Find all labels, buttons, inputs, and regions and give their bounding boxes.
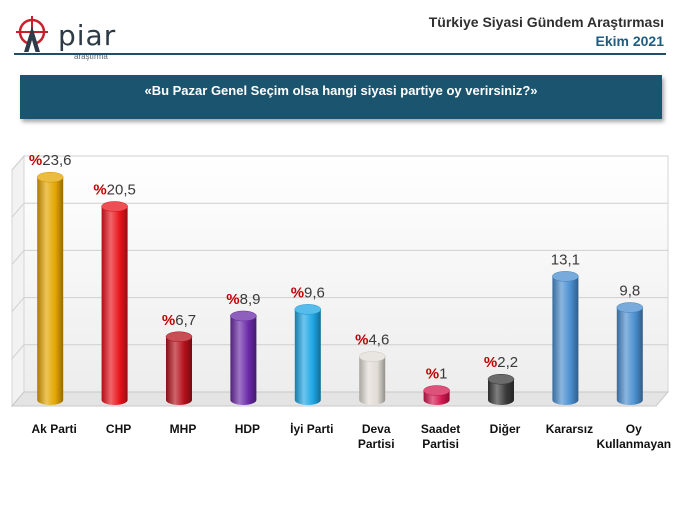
bar-body	[37, 177, 64, 405]
category-label: CHP	[106, 422, 131, 436]
value-number: 13,1	[551, 251, 580, 268]
percent-sign: %	[426, 366, 439, 383]
bar-top	[165, 331, 193, 343]
category-label-line: Kararsız	[546, 422, 593, 436]
value-label: 9,8	[619, 282, 640, 299]
bar-top	[616, 302, 644, 313]
report-date: Ekim 2021	[595, 33, 665, 49]
percent-sign: %	[484, 354, 497, 371]
bar-top	[358, 351, 386, 362]
question-banner: «Bu Pazar Genel Seçim olsa hangi siyasi …	[20, 75, 662, 119]
bar-6	[358, 351, 386, 405]
category-label-line: Deva	[362, 422, 391, 436]
category-label: Ak Parti	[32, 422, 77, 436]
value-label: %20,5	[93, 181, 136, 198]
gridline	[11, 344, 668, 360]
bar-body	[101, 206, 128, 405]
value-number: 9,8	[619, 282, 640, 299]
bar-3	[165, 331, 193, 405]
percent-sign: %	[93, 181, 106, 198]
category-label: Kararsız	[546, 422, 593, 436]
category-label-line: HDP	[235, 422, 260, 436]
logo-text: piar	[58, 19, 117, 52]
bar-top	[36, 171, 64, 183]
bar-body	[616, 307, 643, 405]
bar-9	[552, 271, 579, 405]
value-number: 9,6	[304, 284, 325, 301]
category-label: Saadet Partisi	[421, 422, 460, 451]
gridline	[11, 249, 668, 265]
category-label-line: Oy	[626, 422, 642, 436]
category-label: HDP	[235, 422, 260, 436]
value-number: 4,6	[368, 332, 389, 349]
value-label: 13,1	[551, 251, 580, 268]
bar-top	[230, 310, 257, 322]
category-label-line: Saadet	[421, 422, 460, 436]
category-label-line: CHP	[106, 422, 131, 436]
percent-sign: %	[226, 291, 239, 308]
bar-top	[552, 271, 579, 282]
report-title: Türkiye Siyasi Gündem Araştırması	[428, 14, 664, 30]
chart-side-wall	[11, 154, 25, 408]
bar-7	[423, 385, 450, 405]
category-label-line: Partisi	[422, 437, 459, 451]
value-label: %9,6	[291, 284, 325, 301]
bar-body	[230, 315, 257, 405]
category-label-line: Ak Parti	[32, 422, 77, 436]
category-label-line: Kullanmayan	[596, 437, 671, 451]
bar-5	[294, 304, 322, 405]
logo-subtext: araştırma	[74, 52, 108, 61]
category-label: Deva Partisi	[358, 422, 395, 451]
percent-sign: %	[29, 152, 42, 169]
category-label: Oy Kullanmayan	[596, 422, 671, 451]
value-number: 23,6	[42, 152, 71, 169]
value-label: %2,2	[484, 354, 518, 371]
category-label: Diğer	[490, 422, 521, 436]
bar-body	[359, 356, 386, 405]
header-divider	[14, 53, 666, 55]
value-number: 6,7	[175, 312, 196, 329]
value-number: 1	[439, 366, 447, 383]
bar-top	[487, 373, 515, 385]
gridline	[11, 202, 668, 218]
bar-top	[423, 385, 450, 396]
bar-body	[294, 309, 321, 405]
chart-title: «Bu Pazar Genel Seçim olsa hangi siyasi …	[144, 83, 538, 98]
percent-sign: %	[291, 284, 304, 301]
value-label: %4,6	[355, 332, 389, 349]
bar-4	[230, 310, 257, 405]
bar-1	[36, 171, 64, 405]
gridline	[11, 155, 668, 171]
value-number: 8,9	[240, 291, 261, 308]
category-label-line: İyi Parti	[290, 421, 333, 436]
category-label-line: Diğer	[490, 422, 521, 436]
value-label: %23,6	[29, 152, 72, 169]
bar-top	[101, 201, 128, 212]
gridline	[11, 297, 668, 312]
category-label: MHP	[170, 422, 197, 436]
value-label: %8,9	[226, 291, 260, 308]
category-label-line: MHP	[170, 422, 197, 436]
piar-logo-icon	[16, 16, 48, 52]
bar-body	[166, 336, 192, 405]
value-label: %1	[426, 366, 448, 383]
bar-body	[488, 379, 514, 405]
piar-logo: piar araştırma	[14, 12, 124, 61]
percent-sign: %	[162, 312, 175, 329]
bar-8	[487, 373, 515, 405]
category-label-line: Partisi	[358, 437, 395, 451]
bar-2	[101, 201, 128, 405]
category-label: İyi Parti	[290, 421, 333, 436]
bar-10	[616, 302, 644, 405]
value-number: 20,5	[107, 181, 136, 198]
bar-top	[294, 304, 322, 315]
value-label: %6,7	[162, 312, 196, 329]
percent-sign: %	[355, 332, 368, 349]
value-number: 2,2	[497, 354, 518, 371]
bar-body	[552, 276, 579, 405]
